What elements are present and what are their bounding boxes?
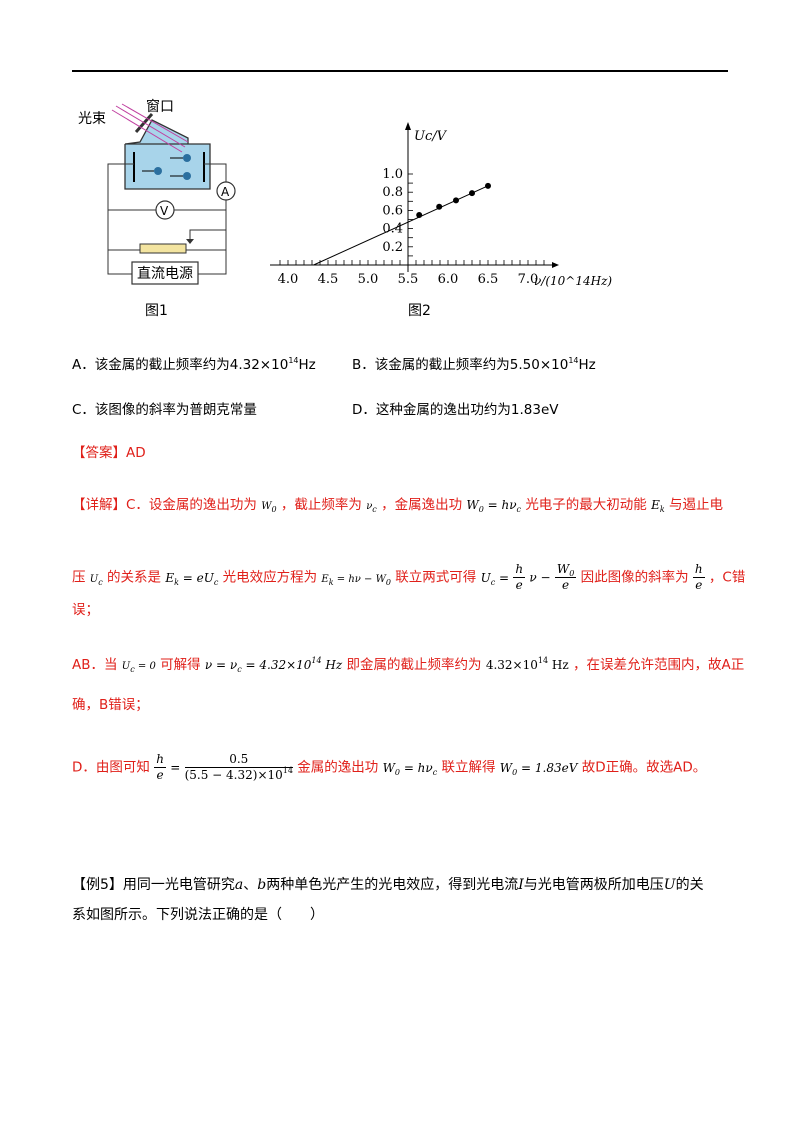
explanation-line2: 压 Uc 的关系是 Ek = eUc 光电效应方程为 Ek = hν − W0 … (72, 562, 746, 592)
option-d: D．这种金属的逸出功约为1.83eV (352, 402, 559, 418)
phototube (124, 119, 211, 190)
x-axis-label: ν/(10^14Hz) (534, 274, 612, 288)
y-tick-label: 0.8 (382, 185, 403, 200)
x-tick-label: 7.0 (518, 272, 539, 287)
figure2-caption: 图2 (408, 303, 431, 319)
data-point (453, 197, 459, 204)
x-tick-label: 6.0 (438, 272, 459, 287)
y-tick-label: 0.6 (382, 203, 403, 218)
label-dc-source: 直流电源 (137, 265, 193, 282)
y-tick-label: 0.2 (382, 240, 403, 255)
y-axis-label: Uc/V (414, 129, 448, 144)
option-b: B．该金属的截止频率约为5.50×1014Hz (352, 356, 596, 374)
x-tick-label: 6.5 (478, 272, 499, 287)
explanation-line4: AB．当 Uc = 0 可解得 ν = νc = 4.32×1014 Hz 即金… (72, 656, 745, 674)
x-tick-label: 5.5 (398, 272, 419, 287)
y-tick-label: 1.0 (382, 167, 403, 182)
label-window: 窗口 (146, 98, 174, 115)
label-light-beam: 光束 (78, 111, 106, 127)
figure2-chart: 4.04.55.05.56.06.57.00.20.40.60.81.0Uc/V… (270, 122, 612, 288)
x-axis-arrow (552, 262, 559, 268)
ammeter-label: A (221, 185, 230, 199)
example5-line1: 【例5】用同一光电管研究a、b两种单色光产生的光电效应，得到光电流I与光电管两极… (72, 877, 704, 893)
header-rule (72, 70, 728, 72)
figure1-circuit: 光束 窗口 A V 直流电源 (78, 98, 236, 285)
option-c: C．该图像的斜率为普朗克常量 (72, 402, 257, 418)
fit-line (313, 185, 489, 266)
data-point (416, 211, 423, 218)
voltmeter-label: V (160, 204, 169, 218)
option-a: A．该金属的截止频率约为4.32×1014Hz (72, 356, 316, 374)
explanation-line5: 确，B错误； (72, 697, 149, 713)
example5-line2: 系如图所示。下列说法正确的是（ ） (72, 907, 324, 923)
data-point (436, 203, 443, 210)
explanation-line3: 误； (72, 602, 99, 618)
explanation-line1: 【详解】C．设金属的逸出功为 W0 ，截止频率为 νc ，金属逸出功 W0 = … (72, 497, 724, 514)
x-tick-label: 4.0 (278, 272, 299, 287)
data-point (485, 182, 491, 189)
y-axis-arrow (405, 122, 411, 130)
x-tick-label: 5.0 (358, 272, 379, 287)
figure1-caption: 图1 (145, 303, 168, 319)
answer: 【答案】AD (72, 445, 146, 461)
x-tick-label: 4.5 (318, 272, 339, 287)
data-point (469, 190, 475, 197)
